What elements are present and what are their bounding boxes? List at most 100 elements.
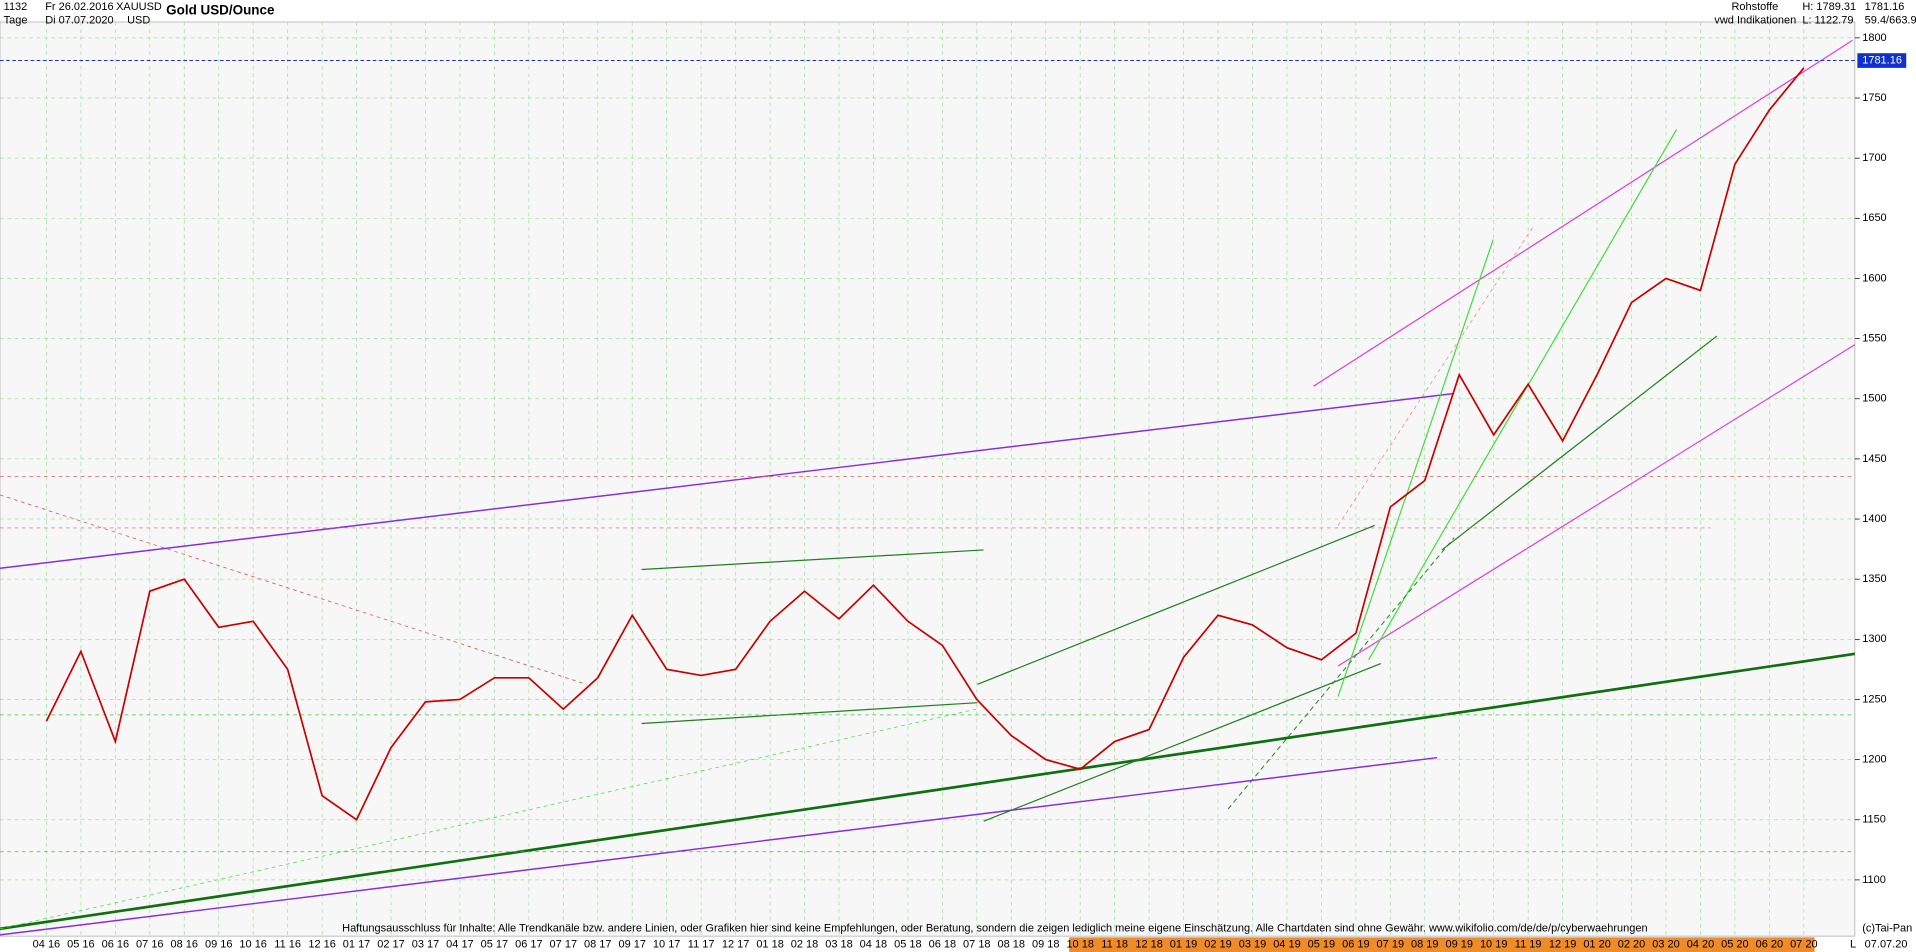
chart-title: Gold USD/Ounce: [166, 3, 275, 18]
trendline: [1368, 129, 1678, 661]
copyright: (c)Tai-Pan: [1862, 923, 1912, 935]
x-tick-label: 04 16: [33, 939, 60, 951]
x-tick-label: 11 18: [1101, 939, 1128, 951]
x-tick-label: 09 17: [618, 939, 645, 951]
x-tick-label: 06 20: [1756, 939, 1783, 951]
x-tick-label: 07 20: [1790, 939, 1817, 951]
x-tick-label: 07 19: [1377, 939, 1404, 951]
trendline: [0, 708, 978, 930]
x-tick-label: 01 18: [756, 939, 783, 951]
trendline: [641, 702, 978, 725]
x-tick-label: 04 20: [1687, 939, 1714, 951]
y-tick-label: 1300: [1862, 633, 1886, 645]
y-tick-label: 1450: [1862, 453, 1886, 465]
trendline: [1227, 537, 1455, 810]
x-tick-label: 04 18: [860, 939, 887, 951]
x-tick-label: 06 19: [1342, 939, 1369, 951]
x-tick-label: 01 19: [1170, 939, 1197, 951]
x-tick-label: 08 18: [998, 939, 1025, 951]
plot-area: [0, 21, 1856, 937]
y-tick-label: 1550: [1862, 333, 1886, 345]
x-tick-label: 10 19: [1480, 939, 1507, 951]
high: H: 1789.31: [1802, 1, 1856, 13]
y-tick-label: 1750: [1862, 92, 1886, 104]
period: Tage: [4, 15, 28, 27]
y-tick-label: 1600: [1862, 272, 1886, 284]
x-tick-label: 11 16: [274, 939, 301, 951]
x-tick-label: 08 16: [171, 939, 198, 951]
x-tick-label: 12 16: [308, 939, 335, 951]
x-tick-label: 07 16: [136, 939, 163, 951]
last-price-box: [1857, 53, 1907, 68]
x-tick-label: 10 17: [653, 939, 680, 951]
trendline: [0, 756, 1438, 936]
x-tick-label: 04 17: [446, 939, 473, 951]
x-tick-label: 05 20: [1721, 939, 1748, 951]
x-tick-label: 11 19: [1515, 939, 1542, 951]
trendline: [0, 392, 1455, 569]
x-tick-label: 09 18: [1032, 939, 1059, 951]
trendline: [0, 494, 587, 685]
y-tick-label: 1100: [1862, 874, 1886, 886]
y-tick-label: 1150: [1862, 814, 1886, 826]
price-line: [45, 67, 1805, 822]
grid: [0, 21, 1860, 937]
y-tick-label: 1650: [1862, 212, 1886, 224]
currency: USD: [127, 15, 150, 27]
trendline: [641, 549, 984, 571]
x-tick-label: 01 20: [1583, 939, 1610, 951]
x-tick-label: 06 18: [929, 939, 956, 951]
trendline: [983, 663, 1382, 822]
trendline: [1441, 335, 1718, 551]
x-tick-label: 05 16: [67, 939, 94, 951]
mode: L: [1850, 939, 1856, 951]
x-tick-label: 11 17: [688, 939, 715, 951]
trendline: [977, 524, 1375, 685]
x-tick-label: 08 17: [584, 939, 611, 951]
x-tick-label: 12 18: [1135, 939, 1162, 951]
x-tick-label: 03 18: [825, 939, 852, 951]
y-tick-label: 1500: [1862, 393, 1886, 405]
y-tick-label: 1700: [1862, 152, 1886, 164]
x-tick-label: 02 17: [377, 939, 404, 951]
y-tick-label: 1250: [1862, 693, 1886, 705]
x-tick-label: 07 18: [963, 939, 990, 951]
category: Rohstoffe: [1731, 1, 1778, 13]
symbol: XAUUSD: [116, 1, 162, 13]
x-tick-label: 06 16: [102, 939, 129, 951]
low: L: 1122.79: [1802, 15, 1853, 27]
y-tick-label: 1400: [1862, 513, 1886, 525]
trendline: [1313, 39, 1853, 387]
x-tick-label: 05 19: [1308, 939, 1335, 951]
x-tick-label: 12 17: [722, 939, 749, 951]
x-tick-label: 03 19: [1239, 939, 1266, 951]
x-tick-label: 10 18: [1066, 939, 1093, 951]
trendlines: [0, 39, 1856, 936]
x-tick-label: 10 16: [239, 939, 266, 951]
x-tick-label: 05 18: [894, 939, 921, 951]
trendline: [1337, 239, 1494, 697]
x-tick-label: 03 20: [1652, 939, 1679, 951]
x-tick-label: 04 19: [1273, 939, 1300, 951]
date-to: Di 07.07.2020: [45, 15, 113, 27]
x-tick-label: 09 16: [205, 939, 232, 951]
disclaimer: Haftungsausschluss für Inhalte: Alle Tre…: [342, 923, 1647, 935]
x-tick-label: 02 18: [791, 939, 818, 951]
trendline: [0, 652, 1856, 931]
ratio: 59.4/663.9: [1865, 15, 1916, 27]
y-tick-label: 1200: [1862, 754, 1886, 766]
last-price-label: 1781.16: [1862, 54, 1902, 66]
x-tick-label: 12 19: [1549, 939, 1576, 951]
x-tick-label: 02 19: [1204, 939, 1231, 951]
x-tick-label: 06 17: [515, 939, 542, 951]
x-tick-label: 02 20: [1618, 939, 1645, 951]
last-price-header: 1781.16: [1865, 1, 1905, 13]
marks: [0, 53, 1907, 822]
x-tick-label: 07 17: [550, 939, 577, 951]
y-tick-label: 1350: [1862, 573, 1886, 585]
trendline: [1337, 225, 1534, 526]
x-tick-label: 05 17: [481, 939, 508, 951]
